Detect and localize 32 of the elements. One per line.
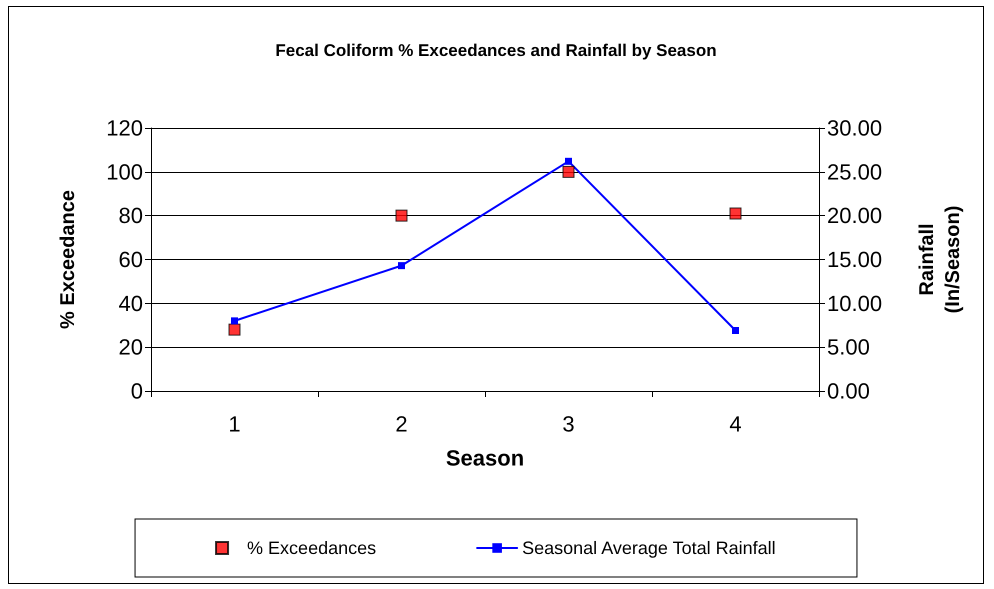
x-tick-label: 3 — [562, 412, 575, 436]
legend-label: Seasonal Average Total Rainfall — [522, 538, 776, 558]
y2-tick-label: 10.00 — [827, 290, 882, 316]
y2-tick-label: 0.00 — [827, 378, 870, 404]
y2-tick-label: 30.00 — [827, 116, 882, 140]
point — [730, 207, 742, 220]
y-tick-label: 20 — [118, 334, 143, 360]
x-tick-label: 1 — [228, 412, 241, 436]
legend-label: % Exceedances — [247, 538, 376, 558]
x-axis-title: Season — [446, 446, 524, 470]
point — [396, 210, 408, 222]
y-tick-label: 100 — [106, 159, 143, 184]
y-tick-label: 60 — [118, 247, 143, 272]
y2-tick-label: 5.00 — [827, 334, 870, 360]
point — [562, 166, 574, 178]
point — [231, 317, 238, 324]
y-tick-label: 80 — [118, 203, 143, 228]
y2-axis-title: Rainfall (In/Season) — [916, 206, 964, 314]
y-tick-label: 0 — [130, 378, 143, 404]
point — [565, 158, 572, 165]
point — [732, 327, 739, 334]
y-tick-label: 120 — [106, 116, 143, 140]
point — [398, 262, 405, 270]
y2-tick-label: 20.00 — [827, 203, 882, 228]
y-axis-title: % Exceedance — [57, 190, 79, 329]
y2-tick-label: 15.00 — [827, 247, 882, 272]
point — [228, 324, 240, 336]
x-tick-label: 2 — [395, 412, 408, 436]
chart-title: Fecal Coliform % Exceedances and Rainfall by Season — [275, 41, 717, 60]
y-tick-label: 40 — [118, 290, 143, 316]
x-tick-label: 4 — [729, 412, 742, 436]
y2-tick-label: 25.00 — [827, 159, 882, 184]
